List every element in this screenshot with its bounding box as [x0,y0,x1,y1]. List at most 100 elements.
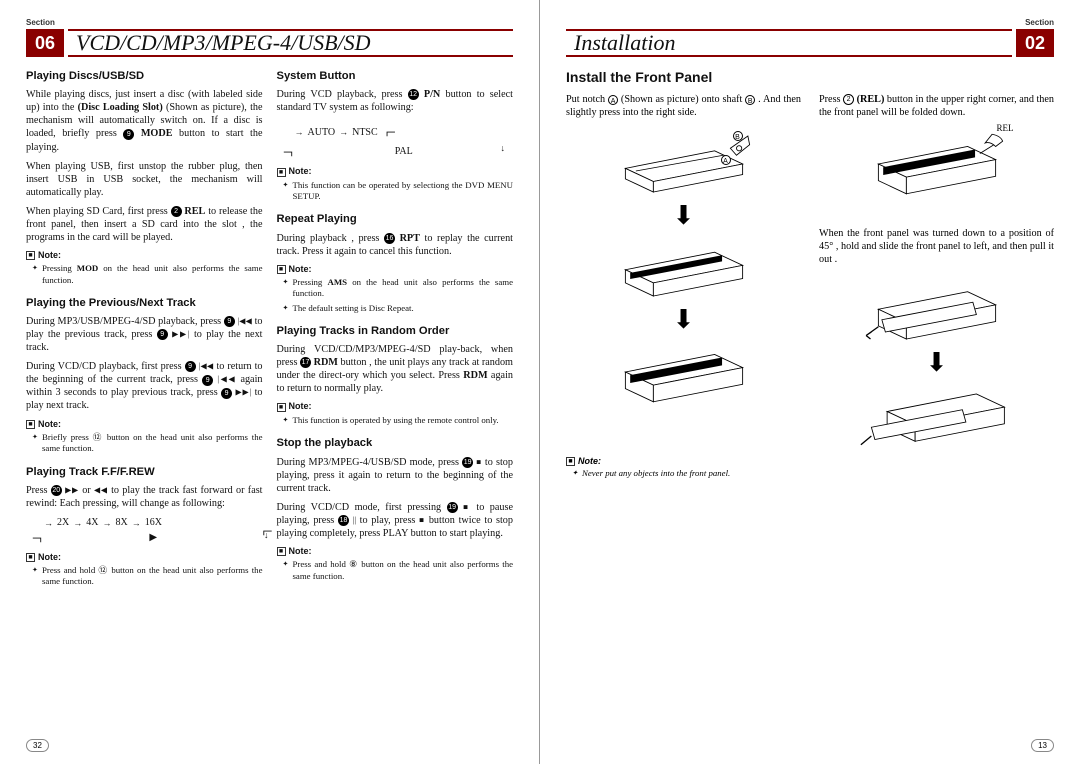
p-prev-next-2: During VCD/CD playback, first press 9 |◀… [26,360,263,412]
step-2-text: Press 2 (REL) button in the upper right … [819,93,1054,119]
p-stop-2: During VCD/CD mode, first pressing 19 ■ … [277,501,514,540]
note-1-h: ■Note: [26,250,263,262]
note-3-list: Press and hold ⑫ button on the head unit… [26,565,263,588]
prev-track-icon: |◀◀ [217,375,236,384]
next-track-icon: ▶▶| [172,330,190,339]
num9-icon: 9 [224,316,235,327]
note-2-h: ■Note: [26,419,263,431]
step-1-text: Put notch A (Shown as picture) onto shaf… [566,93,801,119]
note-s4-h: ■Note: [277,546,514,558]
label-b-icon: B [745,95,755,105]
note-s1-list: This function can be operated by selecti… [277,180,514,203]
diagram-3b [852,380,1022,450]
num9-icon: 9 [185,361,196,372]
arrow-icon: → [339,127,348,139]
p-random: During VCD/CD/MP3/MPEG-4/SD play-back, w… [277,343,514,395]
header-bar-right: Installation [566,29,1012,57]
arrow-icon: ↓ [501,143,506,155]
p-prev-next-1: During MP3/USB/MPEG-4/SD playback, press… [26,315,263,354]
num18-icon: 18 [338,515,349,526]
diagram-3a [852,276,1022,346]
note-s2-h: ■Note: [277,264,514,276]
num2-icon: 2 [171,206,182,217]
section-label-right: Section [566,18,1054,27]
h-random: Playing Tracks in Random Order [277,324,514,338]
note-icon: ■ [277,265,286,274]
num16-icon: 16 [384,233,395,244]
num19-icon: 19 [447,502,458,513]
h-install-front: Install the Front Panel [566,69,1054,85]
num2-icon: 2 [843,94,854,105]
header-bar-left: VCD/CD/MP3/MPEG-4/USB/SD [68,29,513,57]
num9-icon: 9 [221,388,232,399]
note-icon: ■ [26,553,35,562]
h-ffrew: Playing Track F.F/F.REW [26,465,263,479]
label-b-icon: B [733,131,743,141]
steps-row-1: Put notch A (Shown as picture) onto shaf… [566,93,1054,450]
step-col-1: Put notch A (Shown as picture) onto shaf… [566,93,801,450]
corner-icon: ⌐ [283,141,293,164]
note-1-list: Pressing MOD on the head unit also perfo… [26,263,263,286]
note-right-wrap: ■Note: Never put any objects into the fr… [566,456,1054,478]
note-3-h: ■Note: [26,552,263,564]
page-title-right: Installation [574,30,675,56]
arrow-icon: → [295,127,304,139]
num19-icon: 19 [462,457,473,468]
col-1: Playing Discs/USB/SD While playing discs… [26,69,263,591]
note-right-list: Never put any objects into the front pan… [566,468,1054,478]
page-title-left: VCD/CD/MP3/MPEG-4/USB/SD [76,30,371,56]
p-repeat: During playback , press 16 RPT to replay… [277,232,514,258]
arrow-icon: → [44,518,53,530]
h-prev-next: Playing the Previous/Next Track [26,296,263,310]
arrow-down-icon: ⬇ [673,307,695,333]
num12-icon: 12 [408,89,419,100]
page-left: Section 06 VCD/CD/MP3/MPEG-4/USB/SD Play… [0,0,540,764]
p-discs-1: While playing discs, just insert a disc … [26,88,263,153]
play-icon: ▶ [149,532,157,545]
header-right: Installation 02 [566,29,1054,57]
prev-track-icon: |◀◀ [238,317,252,326]
note-s3-list: This function is operated by using the r… [277,415,514,426]
num17-icon: 17 [300,357,311,368]
rel-label: REL [997,123,1014,133]
page-number-right: 13 [1031,739,1054,752]
columns-left: Playing Discs/USB/SD While playing discs… [26,69,513,591]
p-stop-1: During MP3/MPEG-4/USB/SD mode, press 19 … [277,456,514,495]
arrow-icon: → [132,518,141,530]
p-system: During VCD playback, press 12 P/N button… [277,88,514,114]
ff-icon: ▶▶ [65,485,79,494]
h-repeat: Repeat Playing [277,212,514,226]
arrow-icon: → [102,518,111,530]
section-number-left: 06 [26,29,64,57]
step-3-text: When the front panel was turned down to … [819,227,1054,266]
rew-icon: ◀◀ [94,485,108,494]
num9-icon: 9 [202,375,213,386]
arrow-icon: → [73,518,82,530]
p-sd: When playing SD Card, first press 2 REL … [26,205,263,244]
p-ffrew: Press 20 ▶▶ or ◀◀ to play the track fast… [26,484,263,510]
tv-flow: →AUTO →NTSC ⌐ ⌐ PAL ↓ [295,121,514,159]
prev-track-icon: |◀◀ [198,362,213,371]
h-stop: Stop the playback [277,436,514,450]
note-2-list: Briefly press ⑫ button on the head unit … [26,432,263,455]
diagram-1c [599,337,769,407]
h-play-discs: Playing Discs/USB/SD [26,69,263,83]
note-right-h: ■Note: [566,456,1054,466]
note-s4-list: Press and hold ⑧ button on the head unit… [277,559,514,582]
diagram-1a: B A [599,129,769,199]
label-a-icon: A [608,95,618,105]
step-col-2: Press 2 (REL) button in the upper right … [819,93,1054,450]
ff-flow: →2X →4X →8X →16X ⌐ ⌐ ▶ ↓ [44,517,263,545]
note-icon: ■ [26,251,35,260]
header-left: 06 VCD/CD/MP3/MPEG-4/USB/SD [26,29,513,57]
note-icon: ■ [277,168,286,177]
section-label-left: Section [26,18,513,27]
stop-icon: ■ [463,502,471,511]
num9-icon: 9 [123,129,134,140]
num9-icon: 9 [157,329,168,340]
note-icon: ■ [566,457,575,466]
h-system: System Button [277,69,514,83]
note-s2-list: Pressing AMS on the head unit also perfo… [277,277,514,314]
corner-icon: ⌐ [32,527,42,550]
arrow-icon: ↓ [264,530,269,542]
